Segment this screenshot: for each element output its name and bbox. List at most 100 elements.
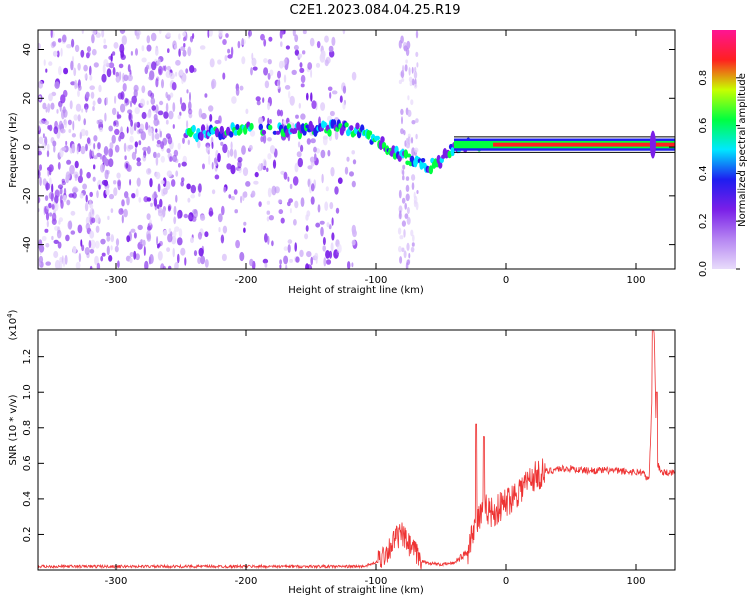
noise-speckle [186,89,189,94]
noise-speckle [402,64,405,74]
noise-speckle [310,138,316,144]
noise-speckle [183,213,188,219]
noise-speckle [149,70,155,80]
noise-speckle [204,231,209,238]
noise-speckle [222,72,226,80]
noise-speckle [62,34,67,43]
noise-speckle [39,119,45,125]
x-tick-label: -300 [105,576,128,587]
noise-speckle [178,48,181,57]
noise-speckle [310,256,314,266]
trace-blob [229,131,234,138]
noise-speckle [146,146,151,155]
noise-speckle [124,97,129,104]
noise-speckle [97,142,101,150]
noise-speckle [114,144,120,153]
noise-speckle [320,226,324,237]
noise-speckle [120,54,126,60]
noise-speckle [269,145,276,154]
noise-speckle [404,140,407,147]
trace-blob [406,153,412,158]
noise-speckle [89,265,93,269]
noise-speckle [44,228,49,233]
noise-speckle [313,146,317,153]
noise-speckle [102,64,106,74]
noise-speckle [173,205,177,216]
noise-speckle [63,194,67,203]
noise-speckle [187,108,193,115]
noise-speckle [407,109,412,117]
noise-speckle [283,74,287,83]
noise-speckle [155,78,159,88]
noise-speckle [75,103,82,112]
noise-speckle [123,208,128,218]
noise-speckle [183,43,186,48]
noise-speckle [208,155,211,166]
noise-speckle [113,180,117,185]
noise-speckle [92,100,96,107]
noise-speckle [113,42,119,49]
noise-speckle [101,30,105,38]
noise-speckle [260,33,265,41]
noise-speckle [289,258,293,263]
noise-speckle [52,50,58,57]
noise-speckle [181,161,187,167]
noise-speckle [108,62,115,69]
noise-speckle [125,162,129,169]
noise-speckle [339,95,343,103]
noise-speckle [110,53,113,62]
noise-speckle [207,30,210,38]
trace-spike [649,130,656,159]
noise-speckle [89,248,95,254]
noise-speckle [280,217,285,224]
noise-speckle [289,183,293,190]
noise-speckle [58,120,63,130]
noise-speckle [80,132,82,139]
noise-speckle [243,221,247,226]
noise-speckle [208,211,214,216]
noise-speckle [198,183,202,193]
spectrogram-frame [37,29,676,270]
noise-speckle [331,90,338,95]
noise-speckle [289,95,295,106]
x-tick-label: 0 [503,275,509,286]
noise-speckle [411,66,414,74]
noise-speckle [263,58,268,64]
noise-speckle [134,122,138,127]
noise-speckle [98,127,104,133]
noise-speckle [106,245,110,256]
noise-speckle [141,57,147,63]
noise-speckle [93,135,98,142]
noise-speckle [100,255,104,262]
noise-speckle [167,48,170,53]
noise-speckle [169,92,174,98]
trace-blob [409,155,415,163]
noise-speckle [56,109,59,114]
noise-speckle [327,86,333,92]
trace-blob [199,131,204,141]
noise-speckle [174,262,179,269]
noise-speckle [403,250,407,259]
noise-speckle [133,99,136,106]
noise-speckle [106,68,112,78]
noise-speckle [114,95,117,104]
noise-speckle [45,261,51,266]
noise-speckle [89,65,92,76]
noise-speckle [95,225,100,233]
noise-speckle [309,37,315,47]
noise-speckle [155,155,159,166]
noise-speckle [326,222,330,228]
noise-speckle [108,158,114,168]
noise-speckle [90,91,95,99]
noise-speckle [300,144,304,152]
noise-speckle [349,171,354,177]
noise-speckle [245,108,249,115]
noise-speckle [316,41,321,49]
noise-speckle [173,216,177,225]
noise-speckle [106,235,111,242]
noise-speckle [44,120,49,125]
y-tick-label: 40 [22,43,33,56]
snr-x-label: Height of straight line (km) [288,585,424,596]
noise-speckle [178,163,181,168]
